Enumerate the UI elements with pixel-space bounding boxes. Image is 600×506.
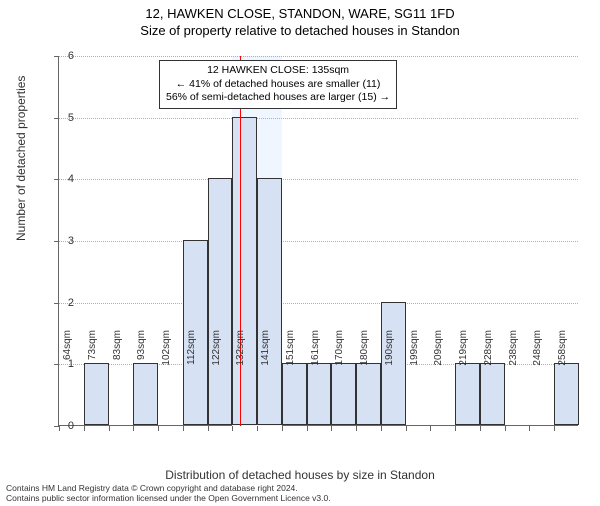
xtick-label: 93sqm bbox=[136, 330, 147, 380]
xtick-mark bbox=[430, 426, 431, 431]
x-axis-label: Distribution of detached houses by size … bbox=[0, 468, 600, 482]
xtick-label: 161sqm bbox=[310, 330, 321, 380]
xtick-label: 228sqm bbox=[483, 330, 494, 380]
xtick-label: 190sqm bbox=[384, 330, 395, 380]
page-title-line1: 12, HAWKEN CLOSE, STANDON, WARE, SG11 1F… bbox=[0, 6, 600, 21]
xtick-mark bbox=[158, 426, 159, 431]
xtick-mark bbox=[307, 426, 308, 431]
xtick-label: 238sqm bbox=[508, 330, 519, 380]
xtick-mark bbox=[554, 426, 555, 431]
xtick-mark bbox=[84, 426, 85, 431]
gridline bbox=[59, 179, 578, 180]
gridline bbox=[59, 241, 578, 242]
xtick-mark bbox=[455, 426, 456, 431]
xtick-mark bbox=[208, 426, 209, 431]
ytick-label: 2 bbox=[44, 297, 74, 309]
xtick-mark bbox=[356, 426, 357, 431]
ytick-label: 6 bbox=[44, 50, 74, 62]
gridline bbox=[59, 303, 578, 304]
footer-attribution: Contains HM Land Registry data © Crown c… bbox=[6, 484, 594, 504]
xtick-mark bbox=[529, 426, 530, 431]
xtick-mark bbox=[109, 426, 110, 431]
histogram-bar bbox=[208, 178, 233, 425]
xtick-label: 199sqm bbox=[409, 330, 420, 380]
xtick-mark bbox=[480, 426, 481, 431]
xtick-label: 122sqm bbox=[211, 330, 222, 380]
gridline bbox=[59, 118, 578, 119]
annotation-line2: ← 41% of detached houses are smaller (11… bbox=[166, 78, 390, 92]
xtick-label: 170sqm bbox=[334, 330, 345, 380]
ytick-label: 5 bbox=[44, 112, 74, 124]
y-axis-label: Number of detached properties bbox=[14, 76, 28, 241]
gridline bbox=[59, 56, 578, 57]
xtick-mark bbox=[257, 426, 258, 431]
xtick-mark bbox=[282, 426, 283, 431]
xtick-label: 73sqm bbox=[87, 330, 98, 380]
xtick-mark bbox=[406, 426, 407, 431]
xtick-label: 248sqm bbox=[532, 330, 543, 380]
xtick-mark bbox=[232, 426, 233, 431]
xtick-label: 102sqm bbox=[161, 330, 172, 380]
xtick-label: 132sqm bbox=[235, 330, 246, 380]
xtick-mark bbox=[381, 426, 382, 431]
xtick-label: 83sqm bbox=[112, 330, 123, 380]
ytick-label: 4 bbox=[44, 173, 74, 185]
xtick-mark bbox=[183, 426, 184, 431]
ytick-label: 0 bbox=[44, 420, 74, 432]
xtick-label: 180sqm bbox=[359, 330, 370, 380]
xtick-label: 141sqm bbox=[260, 330, 271, 380]
footer-line2: Contains public sector information licen… bbox=[6, 494, 594, 504]
xtick-label: 112sqm bbox=[186, 330, 197, 380]
xtick-mark bbox=[505, 426, 506, 431]
xtick-label: 151sqm bbox=[285, 330, 296, 380]
ytick-label: 3 bbox=[44, 235, 74, 247]
xtick-mark bbox=[133, 426, 134, 431]
annotation-line3: 56% of semi-detached houses are larger (… bbox=[166, 91, 390, 105]
xtick-label: 219sqm bbox=[458, 330, 469, 380]
xtick-label: 64sqm bbox=[62, 330, 73, 380]
xtick-mark bbox=[331, 426, 332, 431]
xtick-label: 209sqm bbox=[433, 330, 444, 380]
xtick-label: 258sqm bbox=[557, 330, 568, 380]
page-title-line2: Size of property relative to detached ho… bbox=[0, 23, 600, 38]
annotation-box: 12 HAWKEN CLOSE: 135sqm← 41% of detached… bbox=[159, 60, 397, 109]
annotation-line1: 12 HAWKEN CLOSE: 135sqm bbox=[166, 64, 390, 78]
histogram-bar bbox=[257, 178, 282, 425]
